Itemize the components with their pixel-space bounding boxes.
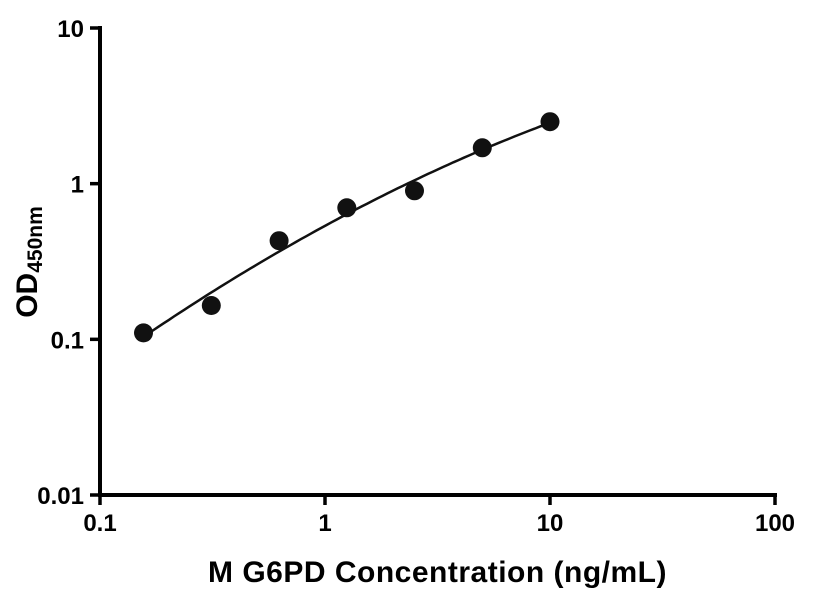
y-tick-label: 0.1 (51, 327, 84, 354)
x-tick-label: 0.1 (83, 510, 116, 537)
x-tick-label: 1 (318, 510, 331, 537)
data-point (269, 231, 289, 251)
data-point (201, 296, 221, 315)
y-tick-label: 10 (57, 16, 84, 43)
data-point (540, 112, 560, 132)
x-axis-title: M G6PD Concentration (ng/mL) (208, 556, 667, 589)
y-tick-label: 0.01 (37, 483, 84, 510)
y-tick-label: 1 (71, 172, 84, 199)
data-point (472, 138, 492, 158)
data-point (337, 198, 357, 218)
axes (98, 26, 777, 497)
y-axis-title-main: OD (11, 272, 44, 318)
y-axis-title: OD450nm (8, 122, 48, 402)
data-point (405, 181, 424, 201)
x-tick-label: 10 (537, 510, 564, 537)
data-point (134, 323, 153, 343)
y-axis-title-subscript: 450nm (24, 206, 47, 273)
x-tick-label: 100 (755, 510, 795, 537)
